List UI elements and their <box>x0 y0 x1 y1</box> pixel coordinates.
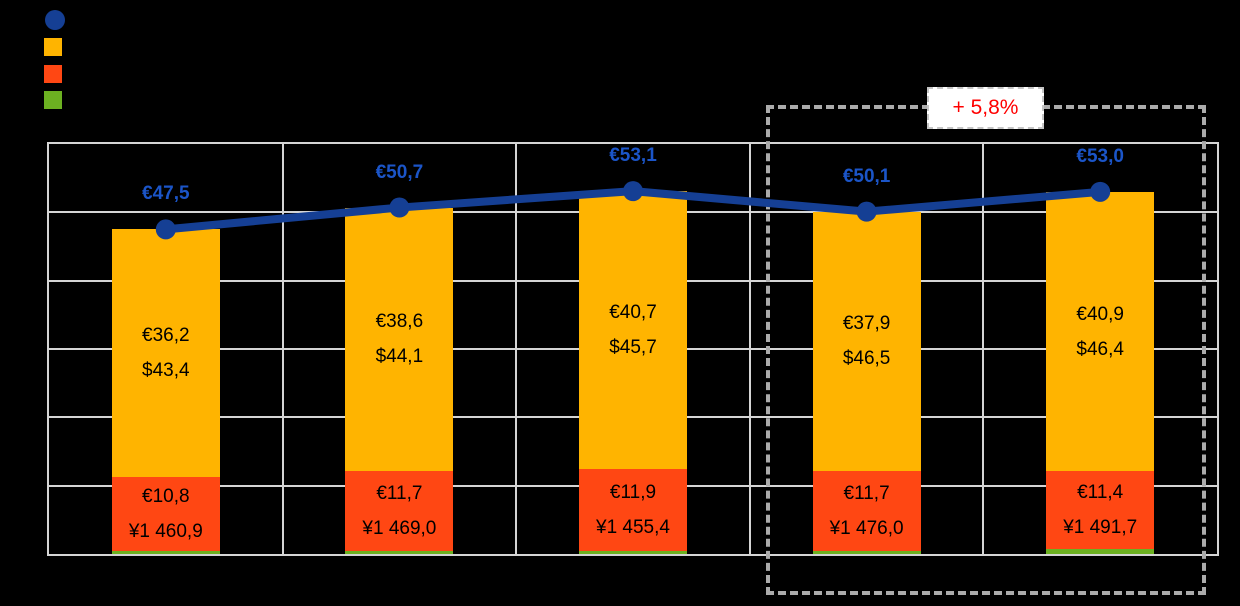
bar-segment-green-segment <box>111 550 220 554</box>
bar-value-label: €40,7 <box>609 302 657 324</box>
line-value-label: €50,1 <box>842 165 891 187</box>
bar-segment-eur-jpy-segment: €11,9 ¥1 455,4 <box>579 469 687 551</box>
line-value-label: €50,7 <box>375 161 424 183</box>
bar-segment-eur-usd-segment: €36,2 $43,4 <box>111 229 220 477</box>
bar-value-label: €38,6 <box>375 311 424 333</box>
bar-value-label: ¥1 476,0 <box>829 517 904 539</box>
line-value-label: €47,5 <box>142 183 190 205</box>
bar-value-label: €11,9 <box>609 481 657 503</box>
bar-value-label: €11,4 <box>1077 482 1124 504</box>
bar-value-label: €36,2 <box>142 325 190 347</box>
bar-segment-green-segment <box>345 551 454 554</box>
line-value-label: €53,1 <box>609 145 657 167</box>
gridline-vertical <box>281 144 284 554</box>
bar-value-label: $46,4 <box>1076 338 1124 360</box>
bar-value-label: $43,4 <box>142 360 190 382</box>
bar-value-label: ¥1 469,0 <box>362 518 437 540</box>
bar-segment-eur-jpy-segment: €11,7 ¥1 476,0 <box>812 470 921 551</box>
bar-segment-eur-usd-segment: €37,9 $46,5 <box>812 211 921 471</box>
bar-value-label: ¥1 491,7 <box>1063 517 1138 539</box>
bar-segment-eur-jpy-segment: €10,8 ¥1 460,9 <box>111 476 220 551</box>
bar-value-label: $46,5 <box>842 348 891 370</box>
bar-value-label: €10,8 <box>142 485 190 507</box>
line-series-marker <box>45 10 65 30</box>
gridline-vertical <box>748 144 751 554</box>
gridline-vertical <box>515 144 518 554</box>
red-bar-series-marker <box>44 65 62 83</box>
bar-segment-green-segment <box>812 550 921 554</box>
growth-annotation-box: + 5,8% <box>927 87 1044 129</box>
bar-value-label: ¥1 455,4 <box>596 516 670 538</box>
line-value-label: €53,0 <box>1076 145 1124 167</box>
bar-segment-eur-usd-segment: €38,6 $44,1 <box>345 207 454 472</box>
orange-bar-series-marker <box>44 38 62 56</box>
bar-value-label: €40,9 <box>1076 303 1124 325</box>
bar-value-label: $44,1 <box>375 346 424 368</box>
bar-value-label: €11,7 <box>843 482 890 504</box>
bar-value-label: $45,7 <box>609 337 657 359</box>
chart-legend <box>0 0 240 120</box>
bar-segment-green-segment <box>1046 549 1155 554</box>
growth-annotation-text: + 5,8% <box>952 96 1019 119</box>
gridline-vertical <box>982 144 985 554</box>
bar-segment-eur-usd-segment: €40,9 $46,4 <box>1046 191 1155 472</box>
highlight-region-box <box>766 105 1206 595</box>
green-bar-series-marker <box>44 91 62 109</box>
bar-value-label: ¥1 460,9 <box>128 520 203 542</box>
bar-value-label: €37,9 <box>842 313 891 335</box>
bar-segment-eur-jpy-segment: €11,4 ¥1 491,7 <box>1046 471 1155 550</box>
bar-segment-eur-usd-segment: €40,7 $45,7 <box>579 191 687 470</box>
bar-segment-eur-jpy-segment: €11,7 ¥1 469,0 <box>345 471 454 552</box>
bar-segment-green-segment <box>579 550 687 554</box>
bar-value-label: €11,7 <box>376 483 423 505</box>
